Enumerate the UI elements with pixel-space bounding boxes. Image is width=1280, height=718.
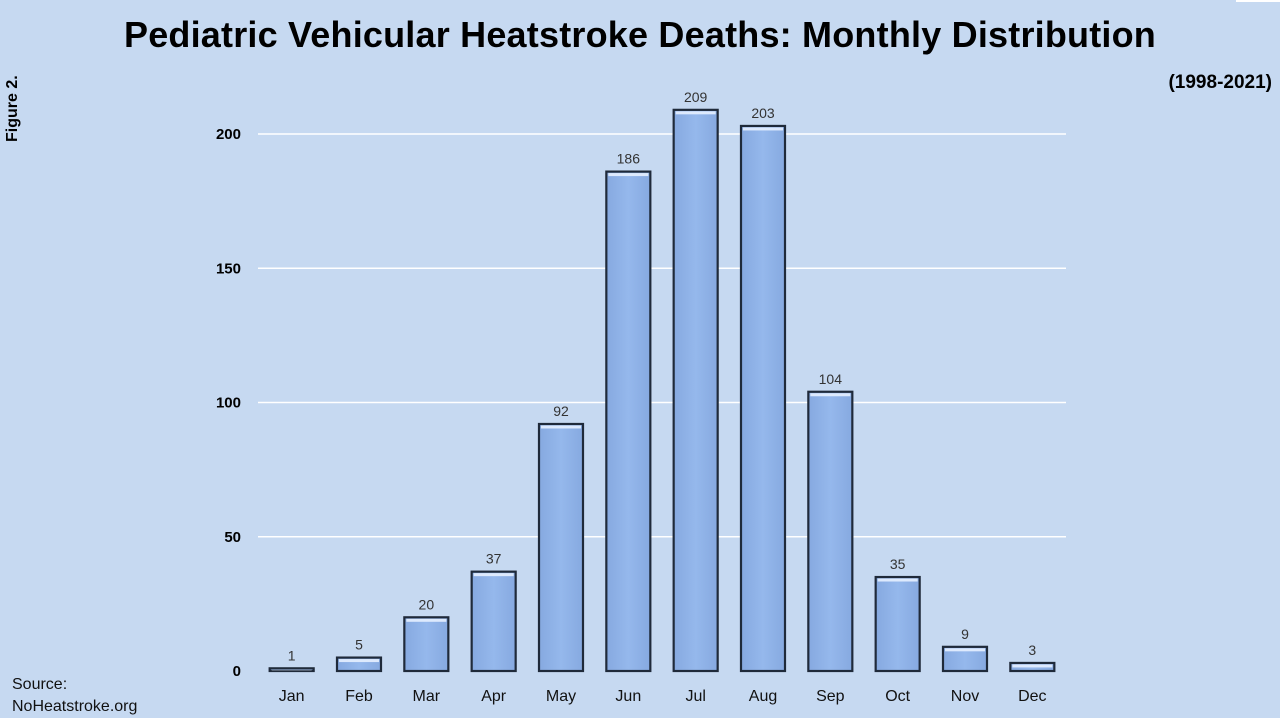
x-tick-label-sep: Sep [816,688,845,705]
bar-highlight-apr [473,573,514,577]
bar-jan [268,667,315,673]
y-tick-label-50: 50 [224,529,241,546]
x-tick-label-may: May [546,688,576,705]
x-tick-label-mar: Mar [413,688,441,705]
bar-highlight-dec [1012,664,1053,668]
bar-oct [874,575,921,673]
bar-mar [403,616,450,673]
bar-jul [672,108,719,673]
bar-highlight-oct [877,578,918,582]
bar-sep [807,390,854,673]
x-tick-label-feb: Feb [345,688,373,705]
data-label-aug: 203 [751,105,775,121]
data-label-may: 92 [553,403,569,419]
chart-subtitle: (1998-2021) [1168,72,1272,93]
x-tick-label-apr: Apr [481,688,507,705]
bar-highlight-nov [945,648,985,652]
x-tick-label-oct: Oct [885,688,910,705]
y-tick-label-200: 200 [216,126,241,143]
source-site: NoHeatstroke.org [12,698,138,715]
x-tick-label-nov: Nov [951,688,979,705]
x-tick-label-jul: Jul [685,688,705,705]
source-label: Source: [12,676,68,693]
data-label-jul: 209 [684,89,708,105]
data-label-apr: 37 [486,551,502,567]
data-label-oct: 35 [890,556,906,572]
data-label-dec: 3 [1028,642,1036,658]
data-label-feb: 5 [355,637,363,653]
bar-apr [470,570,517,673]
x-tick-label-aug: Aug [749,688,777,705]
x-tick-label-jan: Jan [279,688,305,705]
bar-highlight-jan [271,669,312,671]
bar-highlight-sep [810,393,851,397]
bar-highlight-jun [608,173,649,177]
bar-aug [739,124,787,673]
bar-highlight-mar [406,618,447,622]
bar-highlight-aug [743,127,783,131]
y-tick-label-100: 100 [216,395,241,412]
data-label-jan: 1 [288,647,296,663]
x-tick-label-jun: Jun [615,688,641,705]
data-label-sep: 104 [819,371,843,387]
data-label-mar: 20 [419,596,435,612]
bar-jun [605,170,652,673]
x-tick-label-dec: Dec [1018,688,1046,705]
bar-highlight-jul [675,111,716,115]
bar-may [537,422,585,673]
source-note: Source: NoHeatstroke.org [12,674,137,718]
chart-title: Pediatric Vehicular Heatstroke Deaths: M… [123,14,1157,55]
bar-highlight-feb [339,659,379,663]
corner-mark [1236,0,1280,2]
bar-highlight-may [541,425,581,429]
y-tick-label-0: 0 [233,663,241,680]
data-label-nov: 9 [961,626,969,642]
y-tick-label-150: 150 [216,260,241,277]
data-label-jun: 186 [617,151,641,167]
